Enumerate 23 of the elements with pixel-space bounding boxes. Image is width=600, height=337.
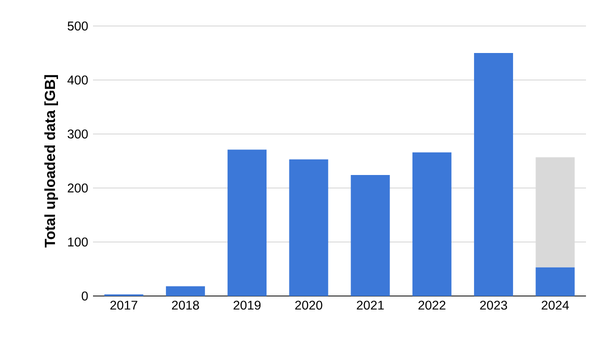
y-tick-label: 500 (68, 22, 88, 30)
bar (412, 152, 452, 296)
y-tick-label: 0 (82, 292, 88, 300)
x-tick-label: 2017 (110, 300, 138, 310)
y-axis-title: Total uploaded data [GB] (44, 75, 58, 248)
x-tick-label: 2019 (234, 300, 261, 310)
y-tick-label: 100 (68, 238, 88, 246)
bar (228, 150, 267, 296)
x-tick-label: 2023 (480, 300, 508, 310)
x-tick-label: 2022 (418, 300, 446, 310)
y-tick-label: 200 (68, 184, 88, 192)
x-tick-label: 2020 (295, 300, 322, 310)
bar (350, 175, 390, 296)
bar (474, 53, 514, 296)
bar (289, 159, 328, 296)
x-tick-label: 2021 (356, 300, 384, 310)
bar (166, 286, 205, 296)
y-tick-label: 400 (67, 76, 88, 84)
x-tick-label: 2024 (542, 300, 569, 310)
bar (536, 267, 575, 296)
y-tick-label: 300 (68, 130, 88, 138)
bar (536, 157, 575, 268)
x-tick-label: 2018 (172, 300, 199, 310)
